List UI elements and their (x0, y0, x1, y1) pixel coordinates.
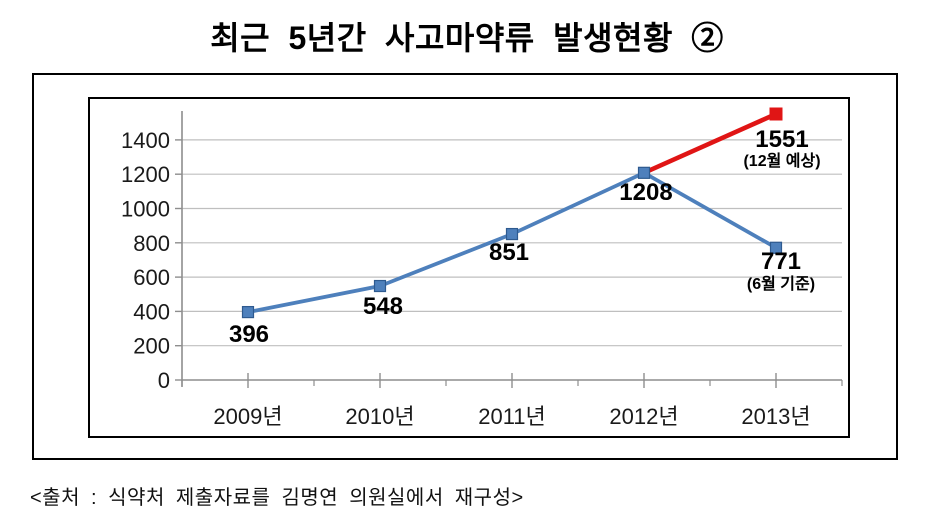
data-label: 548 (363, 293, 403, 320)
chart-title: 최근 5년간 사고마약류 발생현황 ② (210, 20, 724, 56)
outer-frame: 0 200 400 600 800 1000 1200 1400 2009년 2010년 2011년… (32, 73, 898, 460)
y-axis-tick-label: 400 (133, 299, 170, 324)
actual-point-marker (241, 305, 255, 319)
x-axis-category-label: 2011년 (478, 404, 546, 429)
y-axis-tick-label: 200 (133, 334, 170, 359)
x-axis-category-label: 2013년 (741, 404, 810, 429)
x-axis-category-label: 2012년 (609, 404, 678, 429)
data-label: 851 (489, 239, 529, 266)
y-axis-tick-label: 1200 (121, 162, 170, 187)
actual-point-marker (769, 241, 783, 254)
actual-point-marker (373, 279, 387, 293)
y-axis-tick-label: 800 (133, 231, 170, 256)
y-axis-tick-label: 1000 (121, 197, 170, 222)
chart-box: 0 200 400 600 800 1000 1200 1400 2009년 2010년 2011년… (88, 97, 850, 438)
source-note: <출처 : 식약처 제출자료를 김명연 의원실에서 재구성> (30, 487, 524, 509)
actual-point-marker (637, 166, 651, 179)
projection-data-label: 1551 (755, 126, 808, 153)
line-chart: 0 200 400 600 800 1000 1200 1400 2009년 2010년 2011년… (121, 107, 843, 429)
projection-point-marker (769, 107, 783, 121)
y-axis-tick-label: 600 (133, 265, 170, 290)
y-axis-tick-label: 1400 (121, 128, 170, 153)
y-axis-tick-label: 0 (158, 368, 170, 393)
data-label: 396 (229, 321, 269, 348)
projection-data-sublabel: (12월 예상) (743, 152, 820, 170)
data-sublabel: (6월 기준) (747, 275, 815, 293)
x-axis-category-label: 2009년 (213, 404, 282, 429)
data-label: 1208 (619, 179, 672, 206)
x-axis-category-label: 2010년 (345, 404, 414, 429)
projection-line (643, 111, 777, 175)
actual-point-marker (505, 227, 519, 241)
data-label: 771 (761, 248, 801, 275)
